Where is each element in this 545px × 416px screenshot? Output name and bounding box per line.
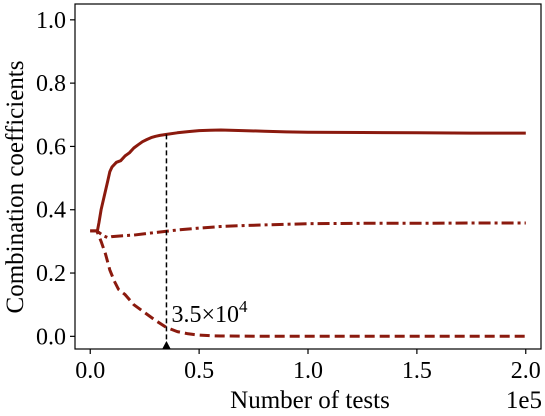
annotation-label: 3.5×104	[171, 297, 248, 328]
y-tick-label: 1.0	[36, 8, 66, 34]
x-tick-label: 0.0	[75, 358, 105, 384]
annotation-mantissa: 3.5	[171, 302, 201, 328]
plot-frame	[74, 3, 542, 350]
annotation-exponent: 4	[239, 297, 248, 316]
y-tick-label: 0.4	[36, 198, 66, 224]
x-axis-label: Number of tests	[230, 387, 390, 414]
x-tick-label: 2.0	[511, 358, 541, 384]
x-axis-offset-label: 1e5	[506, 387, 542, 414]
annotation-times: ×	[201, 302, 215, 328]
y-tick-label: 0.2	[36, 261, 66, 287]
series-line-solid	[95, 128, 526, 232]
axes: 0.0 0.5 1.0 1.5 2.0 0.0 0.2 0.4 0.6 0.8 1.0	[36, 3, 542, 384]
y-axis-label: Combination coefficients	[2, 61, 29, 314]
y-tick-label: 0.0	[36, 324, 66, 350]
annotation-base: 10	[215, 302, 239, 328]
series-line-dashdot	[90, 221, 526, 240]
series-line-dashed	[90, 229, 526, 338]
x-tick-label: 1.5	[402, 358, 432, 384]
x-tick-label: 1.0	[293, 358, 323, 384]
x-tick-label: 0.5	[184, 358, 214, 384]
annotation-arrowhead	[162, 341, 171, 349]
series-layer	[90, 128, 526, 338]
annotation-layer: 3.5×104	[162, 134, 248, 349]
y-tick-label: 0.6	[36, 134, 66, 160]
y-tick-label: 0.8	[36, 71, 66, 97]
